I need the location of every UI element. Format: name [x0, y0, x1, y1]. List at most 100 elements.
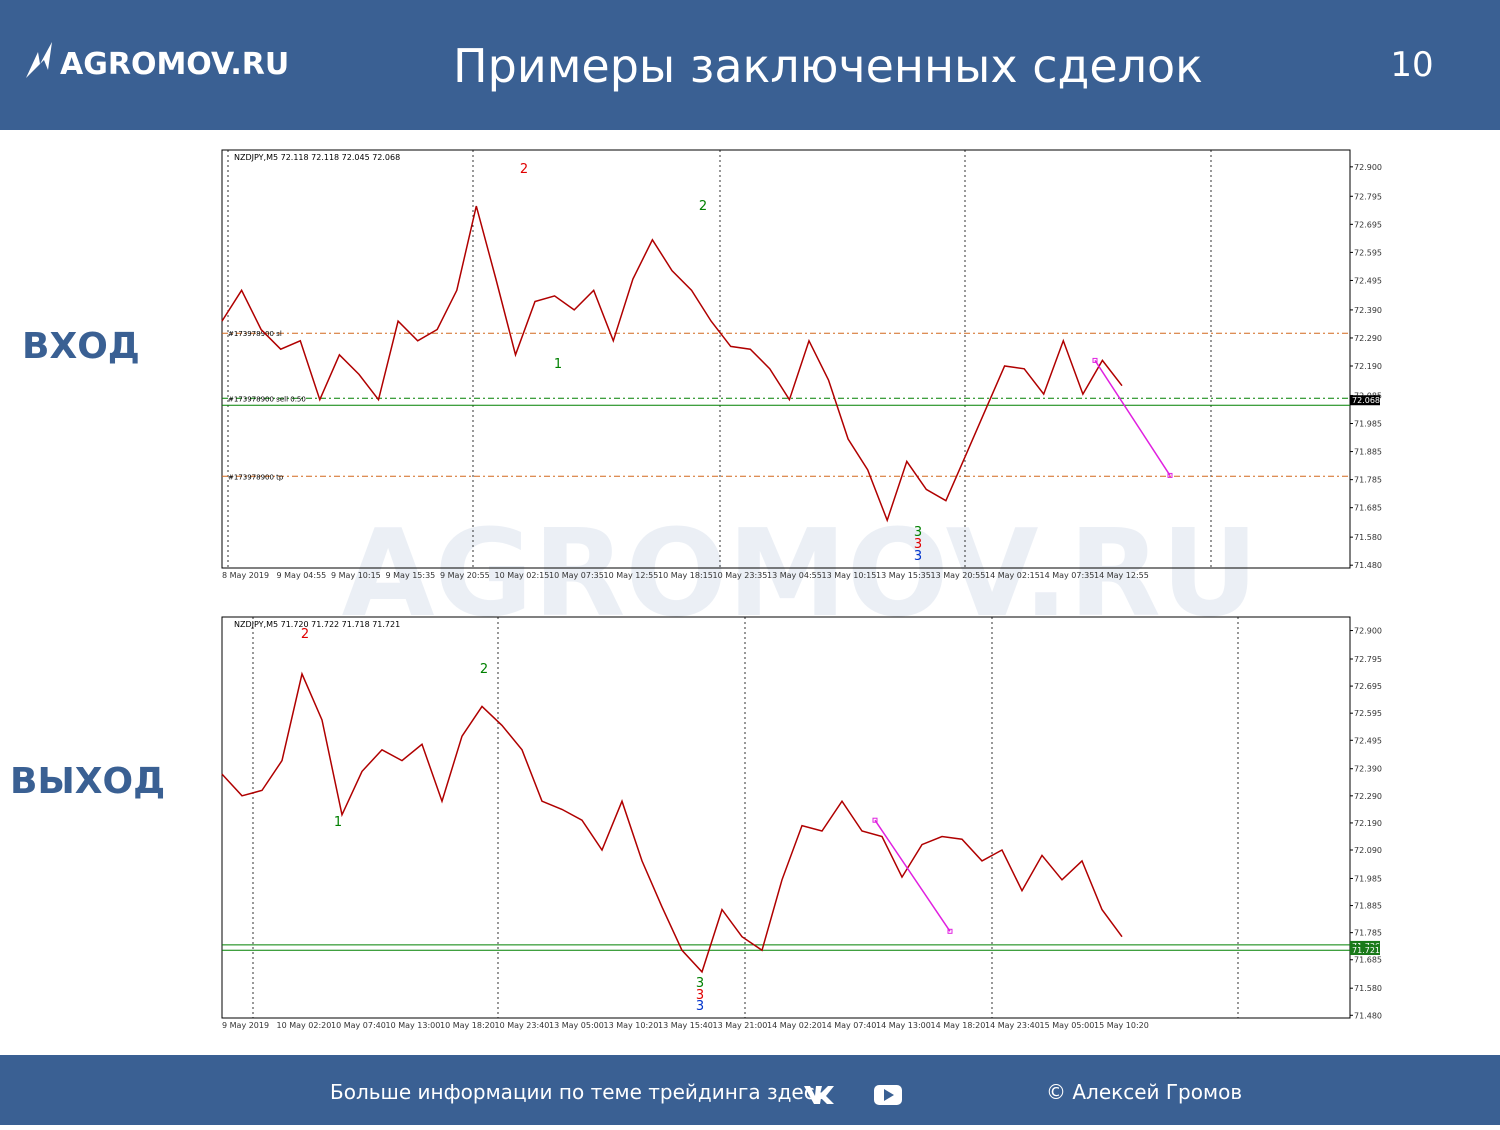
y-tick-label: 71.785 [1354, 929, 1382, 938]
wave-label: 3 [914, 537, 922, 552]
price-line [221, 671, 1123, 974]
y-tick-label: 71.580 [1354, 533, 1382, 542]
y-tick-label: 72.390 [1354, 765, 1382, 774]
wave-label: 3 [914, 549, 922, 564]
y-tick-label: 72.900 [1354, 163, 1382, 172]
y-tick-label: 72.190 [1354, 362, 1382, 371]
trade-point [1167, 472, 1173, 478]
footer-author: © Алексей Громов [1046, 1080, 1242, 1104]
youtube-play [884, 1089, 894, 1101]
x-tick-label: 10 May 02:20 [277, 1021, 332, 1030]
level-label: #173978900 sell 0.50 [228, 395, 306, 403]
chart-frame [221, 616, 1351, 1019]
x-tick-label: 13 May 05:00 [549, 1021, 604, 1030]
x-tick-label: 10 May 07:35 [549, 571, 604, 580]
y-tick-label: 72.595 [1354, 248, 1382, 257]
x-tick-label: 14 May 18:20 [931, 1021, 986, 1030]
y-tick-label: 72.495 [1354, 736, 1382, 745]
x-tick-label: 9 May 15:35 [386, 571, 436, 580]
logo-icon [26, 42, 52, 78]
x-tick-label: 10 May 23:40 [495, 1021, 550, 1030]
y-tick-label: 72.290 [1354, 792, 1382, 801]
y-tick-label: 72.290 [1354, 334, 1382, 343]
y-tick-label: 72.090 [1354, 846, 1382, 855]
price-tag [1350, 944, 1380, 955]
x-tick-label: 10 May 02:15 [495, 571, 550, 580]
y-tick-label: 71.685 [1354, 504, 1382, 513]
x-tick-label: 10 May 12:55 [604, 571, 659, 580]
vk-icon[interactable] [804, 1086, 834, 1104]
y-tick-label: 72.900 [1354, 627, 1382, 636]
wave-label: 1 [554, 357, 562, 372]
x-tick-label: 13 May 10:20 [604, 1021, 659, 1030]
y-tick-label: 71.580 [1354, 984, 1382, 993]
y-tick-label: 72.190 [1354, 819, 1382, 828]
x-tick-label: 8 May 2019 [222, 571, 269, 580]
x-tick-label: 10 May 18:20 [440, 1021, 495, 1030]
y-tick-label: 71.480 [1354, 1011, 1382, 1020]
header-bar [0, 0, 1500, 130]
y-tick-label: 71.885 [1354, 902, 1382, 911]
x-tick-label: 10 May 13:00 [386, 1021, 441, 1030]
x-tick-label: 10 May 23:35 [713, 571, 768, 580]
x-tick-label: 13 May 04:55 [767, 571, 822, 580]
x-tick-label: 14 May 02:20 [767, 1021, 822, 1030]
chart-title: NZDJPY,M5 71.720 71.722 71.718 71.721 [234, 620, 400, 629]
entry-label: ВХОД [22, 326, 140, 367]
x-tick-label: 14 May 07:35 [1040, 571, 1095, 580]
y-tick-label: 72.795 [1354, 655, 1382, 664]
price-tag [1350, 395, 1380, 406]
wave-label: 2 [301, 627, 309, 642]
trade-line [874, 819, 951, 932]
x-tick-label: 15 May 10:20 [1094, 1021, 1149, 1030]
slide-title: Примеры заключенных сделок [453, 39, 1203, 93]
wave-label: 3 [696, 976, 704, 991]
wave-label: 2 [699, 199, 707, 214]
trade-point [872, 817, 878, 823]
x-tick-label: 14 May 12:55 [1094, 571, 1149, 580]
page-number: 10 [1390, 45, 1433, 85]
y-tick-label: 72.495 [1354, 276, 1382, 285]
x-tick-label: 9 May 10:15 [331, 571, 381, 580]
watermark: AGROMOV.RU [342, 505, 1259, 644]
x-tick-label: 13 May 20:55 [931, 571, 986, 580]
price-tag-label: 72.068 [1352, 396, 1380, 405]
x-tick-label: 9 May 2019 [222, 1021, 269, 1030]
y-tick-label: 71.985 [1354, 874, 1382, 883]
y-tick-label: 71.985 [1354, 420, 1382, 429]
y-tick-label: 72.390 [1354, 306, 1382, 315]
trade-point [947, 928, 953, 934]
x-tick-label: 13 May 21:00 [713, 1021, 768, 1030]
x-tick-label: 14 May 13:00 [876, 1021, 931, 1030]
x-tick-label: 9 May 04:55 [277, 571, 327, 580]
wave-label: 3 [914, 525, 922, 540]
x-tick-label: 9 May 20:55 [440, 571, 490, 580]
x-tick-label: 10 May 18:15 [658, 571, 713, 580]
chart-frame [221, 149, 1351, 569]
price-tag-label: 71.721 [1352, 946, 1380, 955]
wave-label: 1 [334, 815, 342, 830]
y-tick-label: 71.885 [1354, 448, 1382, 457]
wave-label: 3 [696, 988, 704, 1003]
chart-title: NZDJPY,M5 72.118 72.118 72.045 72.068 [234, 153, 400, 162]
x-tick-label: 15 May 05:00 [1040, 1021, 1095, 1030]
y-tick-label: 71.480 [1354, 561, 1382, 570]
footer-text: Больше информации по теме трейдинга здес… [330, 1080, 827, 1104]
y-tick-label: 72.695 [1354, 682, 1382, 691]
trade-line [1094, 359, 1171, 476]
y-tick-label: 72.595 [1354, 709, 1382, 718]
wave-label: 2 [480, 662, 488, 677]
x-tick-label: 10 May 07:40 [331, 1021, 386, 1030]
exit-label: ВЫХОД [10, 761, 165, 802]
x-tick-label: 13 May 10:15 [822, 571, 877, 580]
trade-point [1092, 357, 1098, 363]
x-tick-label: 13 May 15:40 [658, 1021, 713, 1030]
x-tick-label: 14 May 23:40 [985, 1021, 1040, 1030]
y-tick-label: 71.685 [1354, 956, 1382, 965]
logo: AGROMOV.RU [60, 47, 289, 82]
level-label: #173978900 sl [228, 330, 282, 338]
y-tick-label: 71.785 [1354, 476, 1382, 485]
y-tick-label: 72.695 [1354, 220, 1382, 229]
